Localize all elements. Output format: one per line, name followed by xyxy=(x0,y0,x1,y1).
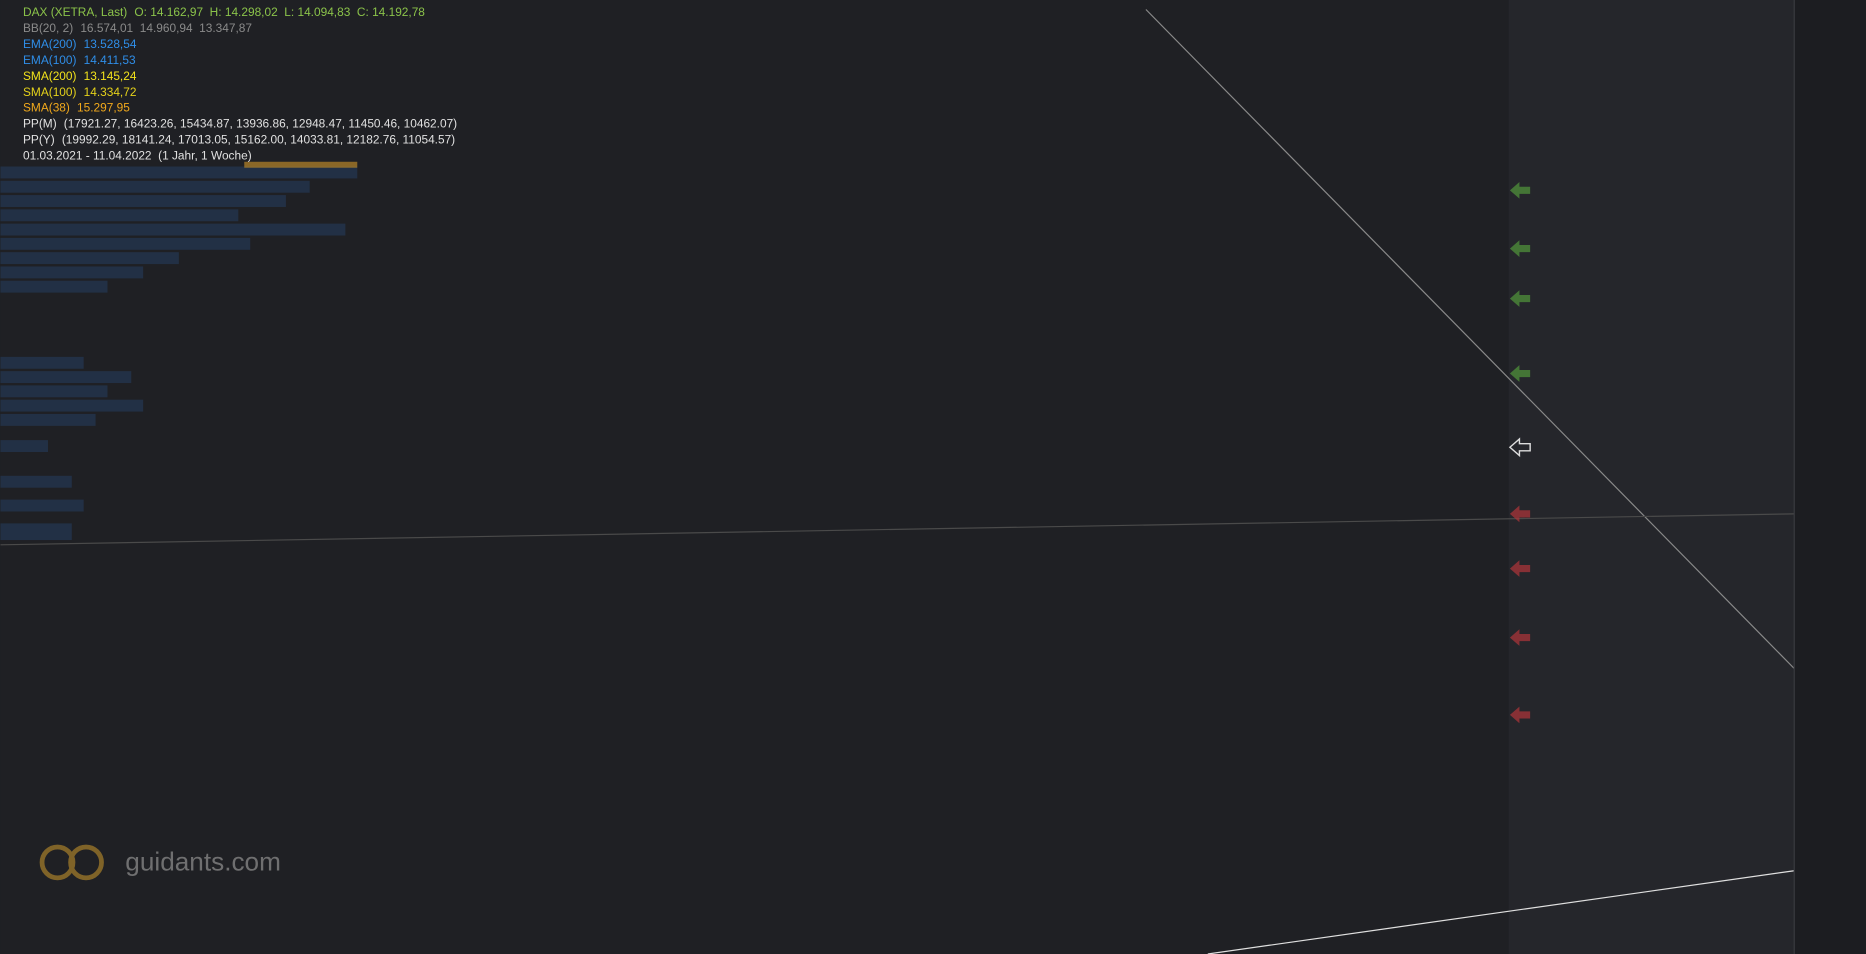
trendline xyxy=(1145,9,1795,669)
legend-entry: SMA(100) 14.334,72 xyxy=(23,85,136,99)
trendline xyxy=(1207,870,1795,954)
legend-value: O: 14.162,97 H: 14.298,02 L: 14.094,83 C… xyxy=(134,5,425,19)
legend-entry: 01.03.2021 - 11.04.2022 (1 Jahr, 1 Woche… xyxy=(23,149,252,163)
future-area xyxy=(1508,0,1795,954)
volume-profile xyxy=(0,166,358,541)
profile-poc xyxy=(244,161,358,168)
legend-name: SMA(38) xyxy=(23,101,70,115)
legend-entry: EMA(100) 14.411,53 xyxy=(23,53,136,67)
legend-entry: BB(20, 2) 16.574,01 14.960,94 13.347,87 xyxy=(23,21,252,35)
legend-value: 14.334,72 xyxy=(84,85,137,99)
logo xyxy=(68,844,104,881)
legend-name: PP(M) xyxy=(23,117,57,131)
legend: DAX (XETRA, Last) O: 14.162,97 H: 14.298,… xyxy=(23,5,457,162)
legend-value: (19992.29, 18141.24, 17013.05, 15162.00,… xyxy=(62,133,455,147)
legend-entry: DAX (XETRA, Last) O: 14.162,97 H: 14.298,… xyxy=(23,5,425,19)
legend-entry: PP(Y) (19992.29, 18141.24, 17013.05, 1516… xyxy=(23,133,455,147)
trendlines xyxy=(0,9,1795,954)
legend-entry: SMA(200) 13.145,24 xyxy=(23,69,137,83)
legend-entry: SMA(38) 15.297,95 xyxy=(23,101,130,115)
legend-entry: EMA(200) 13.528,54 xyxy=(23,37,137,51)
legend-value: 15.297,95 xyxy=(77,101,130,115)
legend-name: EMA(100) xyxy=(23,53,77,67)
legend-name: SMA(100) xyxy=(23,85,77,99)
legend-value: 14.411,53 xyxy=(84,53,136,67)
legend-name: PP(Y) xyxy=(23,133,55,147)
legend-value: 16.574,01 14.960,94 13.347,87 xyxy=(80,21,252,35)
legend-name: SMA(200) xyxy=(23,69,77,83)
legend-name: BB(20, 2) xyxy=(23,21,73,35)
legend-value: (17921.27, 16423.26, 15434.87, 13936.86,… xyxy=(64,117,457,131)
legend-name: DAX (XETRA, Last) xyxy=(23,5,127,19)
legend-name: EMA(200) xyxy=(23,37,77,51)
y-axis-area xyxy=(1794,0,1866,954)
watermark-text: guidants.com xyxy=(125,847,281,877)
legend-value: 13.145,24 xyxy=(84,69,137,83)
legend-entry: PP(M) (17921.27, 16423.26, 15434.87, 1393… xyxy=(23,117,457,131)
legend-value: 13.528,54 xyxy=(84,37,137,51)
trendline xyxy=(0,513,1795,546)
legend-name: 01.03.2021 - 11.04.2022 (1 Jahr, 1 Woche… xyxy=(23,149,252,163)
watermark: guidants.com xyxy=(39,844,281,881)
logo xyxy=(39,844,76,881)
